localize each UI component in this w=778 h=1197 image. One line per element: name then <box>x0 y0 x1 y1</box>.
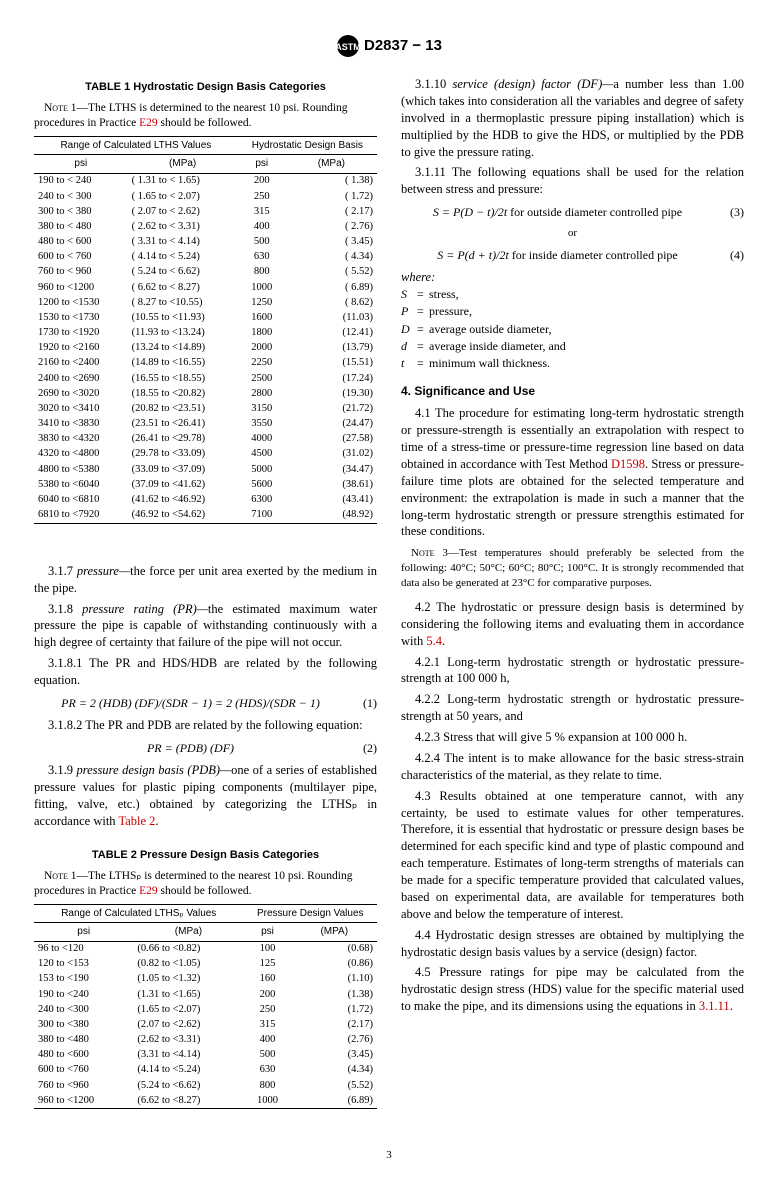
p-4.5: 4.5 Pressure ratings for pipe may be cal… <box>401 964 744 1015</box>
left-column: TABLE 1 Hydrostatic Design Basis Categor… <box>34 76 377 1124</box>
astm-logo-icon: ASTM <box>336 34 360 58</box>
table-row: 240 to < 300( 1.65 to < 2.07)250( 1.72) <box>34 189 377 204</box>
p-3.1.10: 3.1.10 service (design) factor (DF)—a nu… <box>401 76 744 160</box>
equation-2: PR = (PDB) (DF)(2) <box>34 740 377 756</box>
p-3.1.9: 3.1.9 pressure design basis (PDB)—one of… <box>34 762 377 830</box>
table-row: 1530 to <1730(10.55 to <11.93)1600(11.03… <box>34 310 377 325</box>
p-4.2.2: 4.2.2 Long-term hydrostatic strength or … <box>401 691 744 725</box>
table-row: 190 to < 240( 1.31 to < 1.65)200( 1.38) <box>34 173 377 189</box>
p-4.3: 4.3 Results obtained at one temperature … <box>401 788 744 923</box>
table2-caption: TABLE 2 Pressure Design Basis Categories <box>34 848 377 863</box>
document-header: ASTM D2837 − 13 <box>34 34 744 58</box>
link-table2[interactable]: Table 2 <box>118 814 155 828</box>
table2: Range of Calculated LTHSₚ ValuesPressure… <box>34 904 377 1111</box>
where-label: where: <box>401 269 744 286</box>
p-3.1.8: 3.1.8 pressure rating (PR)—the estimated… <box>34 601 377 652</box>
p-3.1.7: 3.1.7 pressure—the force per unit area e… <box>34 563 377 597</box>
table-row: 4320 to <4800(29.78 to <33.09)4500(31.02… <box>34 447 377 462</box>
right-column: 3.1.10 service (design) factor (DF)—a nu… <box>401 76 744 1124</box>
link-e29-2[interactable]: E29 <box>139 885 158 897</box>
table-row: 380 to < 480( 2.62 to < 3.31)400( 2.76) <box>34 219 377 234</box>
page-number: 3 <box>34 1148 744 1163</box>
table-row: 380 to <480(2.62 to <3.31)400(2.76) <box>34 1033 377 1048</box>
section-4-heading: 4. Significance and Use <box>401 383 744 399</box>
table-row: 2160 to <2400(14.89 to <16.55)2250(15.51… <box>34 356 377 371</box>
link-d1598[interactable]: D1598 <box>611 457 645 471</box>
table-row: 960 to <1200( 6.62 to < 8.27)1000( 6.89) <box>34 280 377 295</box>
table1: Range of Calculated LTHS ValuesHydrostat… <box>34 136 377 529</box>
table-row: 120 to <153(0.82 to <1.05)125(0.86) <box>34 957 377 972</box>
table-row: 2400 to <2690(16.55 to <18.55)2500(17.24… <box>34 371 377 386</box>
table-row: 4800 to <5380(33.09 to <37.09)5000(34.47… <box>34 462 377 477</box>
p-4.2.3: 4.2.3 Stress that will give 5 % expansio… <box>401 729 744 746</box>
table-row: 960 to <1200(6.62 to <8.27)1000(6.89) <box>34 1093 377 1109</box>
table1-caption: TABLE 1 Hydrostatic Design Basis Categor… <box>34 80 377 95</box>
table-row: 1920 to <2160(13.24 to <14.89)2000(13.79… <box>34 341 377 356</box>
table-row: 760 to < 960( 5.24 to < 6.62)800( 5.52) <box>34 265 377 280</box>
table1-note: Note 1—The LTHS is determined to the nea… <box>34 101 377 132</box>
table-row: 5380 to <6040(37.09 to <41.62)5600(38.61… <box>34 477 377 492</box>
eq-or: or <box>401 226 744 241</box>
p-4.4: 4.4 Hydrostatic design stresses are obta… <box>401 927 744 961</box>
table-row: 3020 to <3410(20.82 to <23.51)3150(21.72… <box>34 401 377 416</box>
table-row: 760 to <960(5.24 to <6.62)800(5.52) <box>34 1078 377 1093</box>
table-row: 600 to <760(4.14 to <5.24)630(4.34) <box>34 1063 377 1078</box>
p-4.1: 4.1 The procedure for estimating long-te… <box>401 405 744 540</box>
p-3.1.8.2: 3.1.8.2 The PR and PDB are related by th… <box>34 717 377 734</box>
table-row: 480 to < 600( 3.31 to < 4.14)500( 3.45) <box>34 235 377 250</box>
link-5.4[interactable]: 5.4 <box>426 634 442 648</box>
table-row: 6040 to <6810(41.62 to <46.92)6300(43.41… <box>34 492 377 507</box>
definitions-list: S=stress,P=pressure,D=average outside di… <box>401 286 744 371</box>
table-row: 96 to <120(0.66 to <0.82)100(0.68) <box>34 941 377 957</box>
equation-1: PR = 2 (HDB) (DF)/(SDR − 1) = 2 (HDS)/(S… <box>34 695 377 711</box>
table-row: 1730 to <1920(11.93 to <13.24)1800(12.41… <box>34 326 377 341</box>
table-row: 600 to < 760( 4.14 to < 5.24)630( 4.34) <box>34 250 377 265</box>
equation-3: S = P(D − t)/2t for outside diameter con… <box>401 204 744 220</box>
table2-note: Note 1—The LTHSₚ is determined to the ne… <box>34 869 377 900</box>
table-row: 190 to <240(1.31 to <1.65)200(1.38) <box>34 987 377 1002</box>
p-3.1.11: 3.1.11 The following equations shall be … <box>401 164 744 198</box>
p-4.2: 4.2 The hydrostatic or pressure design b… <box>401 599 744 650</box>
table-row: 480 to <600(3.31 to <4.14)500(3.45) <box>34 1048 377 1063</box>
equation-4: S = P(d + t)/2t for inside diameter cont… <box>401 247 744 263</box>
table-row: 2690 to <3020(18.55 to <20.82)2800(19.30… <box>34 386 377 401</box>
p-4.2.1: 4.2.1 Long-term hydrostatic strength or … <box>401 654 744 688</box>
table-row: 153 to <190(1.05 to <1.32)160(1.10) <box>34 972 377 987</box>
link-3.1.11[interactable]: 3.1.11 <box>699 999 730 1013</box>
designation: D2837 − 13 <box>364 37 442 54</box>
p-4.2.4: 4.2.4 The intent is to make allowance fo… <box>401 750 744 784</box>
table-row: 3410 to <3830(23.51 to <26.41)3550(24.47… <box>34 417 377 432</box>
p-3.1.8.1: 3.1.8.1 The PR and HDS/HDB are related b… <box>34 655 377 689</box>
svg-text:ASTM: ASTM <box>336 42 360 52</box>
link-e29[interactable]: E29 <box>139 117 158 129</box>
table-row: 240 to <300(1.65 to <2.07)250(1.72) <box>34 1002 377 1017</box>
table-row: 300 to <380(2.07 to <2.62)315(2.17) <box>34 1017 377 1032</box>
table-row: 6810 to <7920(46.92 to <54.62)7100(48.92… <box>34 508 377 524</box>
table-row: 300 to < 380( 2.07 to < 2.62)315( 2.17) <box>34 204 377 219</box>
note-3: Note 3—Test temperatures should preferab… <box>401 546 744 591</box>
table-row: 3830 to <4320(26.41 to <29.78)4000(27.58… <box>34 432 377 447</box>
table-row: 1200 to <1530( 8.27 to <10.55)1250( 8.62… <box>34 295 377 310</box>
